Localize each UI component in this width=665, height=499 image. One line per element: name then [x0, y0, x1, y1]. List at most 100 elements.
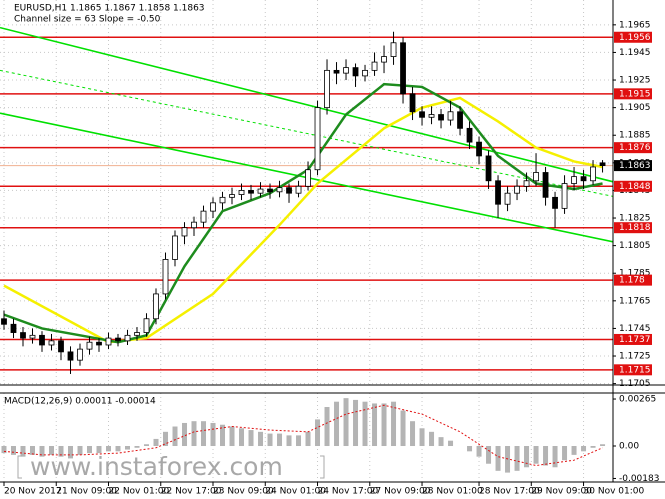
candle-body [542, 172, 549, 198]
macd-bar [115, 446, 121, 452]
candle-body [485, 155, 492, 182]
candle-body [457, 111, 463, 129]
level-label-box [614, 142, 652, 154]
macd-bar [514, 446, 520, 471]
candle-body [86, 341, 93, 350]
candle-body [162, 259, 169, 295]
level-label-box [614, 88, 652, 100]
level-label: 1.1876 [619, 143, 651, 153]
candle-body [561, 183, 568, 209]
macd-bar [1, 446, 7, 454]
y-tick-label: 1.1925 [619, 76, 651, 86]
candle-body [96, 341, 102, 346]
x-tick-label: 27 Nov 09:00 [370, 487, 431, 497]
macd-bar [600, 444, 606, 447]
chart-title: EURUSD,H1 1.1865 1.1867 1.1858 1.1863 [14, 4, 205, 14]
level-label: 1.1915 [619, 89, 651, 99]
candle-body [495, 180, 501, 205]
x-tick-label: 20 Nov 2017 [4, 487, 62, 497]
macd-plot [1, 393, 606, 482]
watermark-frame [17, 455, 325, 479]
candle-body [447, 111, 454, 121]
macd-bar [239, 428, 245, 447]
y-tick-label: 1.1885 [619, 131, 651, 141]
candle-body [514, 185, 520, 194]
candle-body [419, 111, 425, 118]
candle-body [77, 348, 83, 361]
y-tick-label: 1.1945 [619, 48, 651, 58]
candle-body [371, 61, 378, 71]
macd-bar [353, 399, 359, 447]
level-label-box [614, 333, 652, 345]
candle-body [10, 323, 17, 333]
y-tick-label: 1.1805 [619, 241, 651, 251]
macd-title: MACD(12,26,9) 0.00011 -0.00014 [4, 397, 156, 407]
macd-bar [277, 433, 283, 447]
macd-bar [315, 419, 321, 447]
macd-bar [106, 446, 112, 452]
macd-bar [86, 446, 92, 454]
level-label: 1.1715 [619, 365, 651, 375]
macd-bar [334, 401, 340, 447]
x-tick-label: 22 Nov 17:00 [161, 487, 222, 497]
macd-bar [58, 446, 64, 457]
macd-bar [552, 446, 558, 468]
macd-bar [590, 446, 596, 448]
candle-body [343, 67, 349, 74]
candle-body [134, 332, 140, 336]
macd-bar [296, 435, 302, 447]
level-label: 1.1848 [619, 182, 651, 192]
candle-body [409, 93, 416, 113]
macd-bar [419, 428, 425, 447]
candle-body [238, 190, 245, 195]
candle-body [286, 187, 292, 194]
candle-body [219, 196, 226, 204]
candle-body [590, 166, 596, 182]
level-label: 1.1737 [619, 335, 651, 345]
macd-bar [467, 446, 473, 452]
macd-bar [486, 446, 492, 464]
macd-bar [182, 422, 188, 447]
y-tick-label: 1.1705 [619, 379, 651, 389]
candle-body [295, 185, 302, 194]
candle-body [504, 192, 511, 205]
macd-bar [172, 426, 178, 447]
macd-bar [543, 446, 549, 466]
macd-bar [562, 446, 568, 461]
level-label-box [614, 180, 652, 192]
candle-body [599, 162, 606, 166]
last-price-box [614, 160, 652, 172]
candle-body [267, 188, 273, 193]
y-tick-label: 1.1965 [619, 20, 651, 30]
macd-bar [571, 446, 577, 455]
channel-line [0, 69, 613, 197]
macd-bar [495, 446, 501, 471]
macd-bar [381, 403, 387, 447]
macd-bar [286, 435, 292, 447]
candle-body [181, 227, 188, 237]
macd-bar [343, 398, 349, 447]
macd-bar [20, 446, 26, 457]
macd-bar [163, 431, 169, 447]
level-label: 1.178 [619, 276, 645, 286]
moving-average [3, 96, 603, 344]
level-label-box [614, 274, 652, 286]
x-tick-label: 28 Nov 01:00 [422, 487, 483, 497]
macd-bar [29, 446, 35, 455]
y-tick-label: 1.1745 [619, 324, 651, 334]
candle-body [153, 293, 159, 320]
macd-bar [210, 422, 216, 447]
candle-body [20, 332, 26, 339]
candle-body [381, 56, 387, 63]
level-label-box [614, 222, 652, 234]
macd-bar [258, 431, 264, 447]
candle-body [115, 337, 121, 342]
x-tick-label: 24 Nov 17:00 [318, 487, 379, 497]
macd-bar [400, 410, 406, 447]
candle-body [105, 337, 112, 346]
chart-subtitle: Channel size = 63 Slope = -0.50 [14, 15, 161, 25]
candle-body [124, 334, 131, 342]
macd-bar [10, 446, 16, 455]
y-tick-label: 1.1825 [619, 214, 651, 224]
macd-bar [391, 401, 397, 447]
